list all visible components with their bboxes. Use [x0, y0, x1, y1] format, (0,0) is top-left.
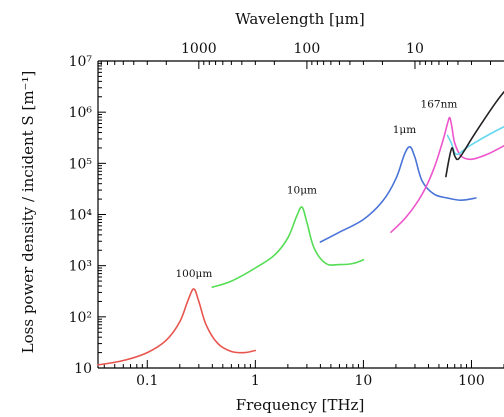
curve-label-1: 100μm [175, 268, 212, 280]
y-tick-label: 10³ [69, 259, 92, 275]
x-tick-label: 10 [354, 373, 372, 389]
y-tick-label: 10⁶ [69, 105, 93, 121]
series-line-1 [97, 288, 257, 366]
series-line-5 [446, 125, 504, 156]
x-tick-label: 0.1 [136, 373, 158, 389]
y-tick-label: 10² [69, 310, 92, 326]
y-tick-label: 10 [74, 361, 92, 377]
series-line-3 [319, 145, 477, 243]
curve-label-2: 10μm [287, 184, 317, 196]
y-tick-label: 10⁵ [69, 156, 93, 172]
y-tick-label: 10⁴ [69, 208, 93, 224]
y-tick-label: 10⁷ [69, 54, 93, 70]
x-tick-label: 1 [251, 373, 260, 389]
top-tick-label: 100 [294, 41, 321, 57]
curve-annotations: 100μm 10μm 1μm 167nm [175, 99, 457, 280]
axis-ticks [98, 60, 504, 369]
series-line-2 [211, 206, 365, 288]
x-axis-title: Frequency [THz] [236, 396, 365, 414]
top-tick-label: 10 [406, 41, 424, 57]
series-curves [97, 91, 504, 366]
tick-labels: 0.1 1 10 100 1000 100 10 10 10² 10³ 10⁴ 10⁵ 10⁶ 10⁷ [69, 41, 485, 389]
series-line-6 [445, 91, 504, 178]
top-axis-title: Wavelength [μm] [235, 10, 364, 28]
top-tick-label: 1000 [181, 41, 217, 57]
curve-label-4: 167nm [421, 99, 458, 111]
x-tick-label: 100 [458, 373, 485, 389]
y-axis-title: Loss power density / incident S [m⁻¹] [19, 71, 37, 354]
series-line-4 [390, 116, 504, 233]
curve-label-3: 1μm [393, 124, 417, 136]
